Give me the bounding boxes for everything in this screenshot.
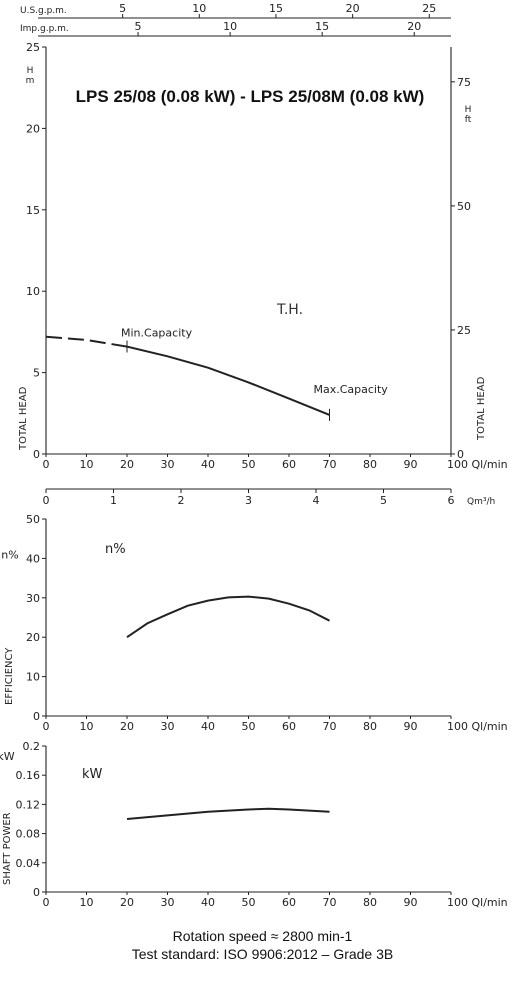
head-unit-left: H: [27, 66, 34, 76]
top-axis-tick-label-1: 15: [315, 20, 329, 33]
efficiency-x-tick-label: 0: [43, 720, 50, 733]
flow-m3h-tick-label: 6: [448, 494, 455, 507]
head-curve-solid: [126, 345, 330, 416]
flow-m3h-label: Qm³/h: [467, 497, 495, 507]
power-x-tick-label: 90: [404, 896, 418, 909]
head-right-tick-label: 25: [457, 324, 471, 337]
efficiency-curve: [126, 595, 330, 639]
test-standard-note: Test standard: ISO 9906:2012 – Grade 3B: [131, 946, 394, 962]
head-y-tick-label: 15: [26, 204, 40, 217]
efficiency-x-tick-label: 30: [161, 720, 175, 733]
power-y-tick-label: 0.16: [16, 769, 41, 782]
efficiency-x-tick-label: 50: [242, 720, 256, 733]
efficiency-curve-label: n%: [105, 542, 126, 557]
power-y-tick-label: 0.04: [16, 857, 41, 870]
efficiency-x-tick-label: 70: [323, 720, 337, 733]
flow-m3h-tick-label: 0: [43, 494, 50, 507]
power-x-tick-label: 20: [120, 896, 134, 909]
power-x-tick-label: 40: [201, 896, 215, 909]
efficiency-x-tick-label: 60: [282, 720, 296, 733]
efficiency-ylabel: EFFICIENCY: [4, 647, 15, 705]
power-x-tick-label: 100 Ql/min: [447, 896, 508, 909]
head-ylabel-right: TOTAL HEAD: [476, 376, 487, 441]
head-curve-label: T.H.: [276, 302, 303, 318]
power-x-tick-label: 80: [363, 896, 377, 909]
top-axis-label-1: Imp.g.p.m.: [20, 24, 69, 34]
head-annotation-label: Max.Capacity: [314, 383, 389, 396]
efficiency-y-tick-label: 30: [26, 592, 40, 605]
head-x-tick-label: 60: [282, 458, 296, 471]
head-x-tick-label: 80: [363, 458, 377, 471]
efficiency-x-tick-label: 10: [80, 720, 94, 733]
efficiency-x-tick-label: 80: [363, 720, 377, 733]
head-unit-right: H: [465, 105, 472, 115]
top-axis-tick-label-1: 20: [407, 20, 421, 33]
power-y-tick-label: 0: [33, 886, 40, 899]
flow-m3h-tick-label: 4: [313, 494, 320, 507]
power-x-tick-label: 30: [161, 896, 175, 909]
top-axis-tick-label-1: 10: [223, 20, 237, 33]
top-axis-tick-label-0: 20: [346, 2, 360, 15]
top-axis-tick-label-1: 5: [135, 20, 142, 33]
power-x-tick-label: 50: [242, 896, 256, 909]
efficiency-y-tick-label: 10: [26, 671, 40, 684]
head-right-tick-label: 0: [457, 448, 464, 461]
efficiency-y-tick-label: 20: [26, 631, 40, 644]
flow-m3h-tick-label: 5: [380, 494, 387, 507]
efficiency-x-tick-label: 90: [404, 720, 418, 733]
efficiency-y-tick-label: 0: [33, 710, 40, 723]
efficiency-x-tick-label: 40: [201, 720, 215, 733]
efficiency-unit: n%: [1, 548, 18, 561]
head-unit-left: m: [26, 76, 35, 86]
head-ylabel-left: TOTAL HEAD: [18, 386, 29, 451]
head-unit-right: ft: [465, 115, 472, 125]
flow-m3h-tick-label: 2: [178, 494, 185, 507]
power-unit: kW: [0, 750, 15, 763]
flow-m3h-tick-label: 3: [245, 494, 252, 507]
head-x-tick-label: 20: [120, 458, 134, 471]
chart-title: LPS 25/08 (0.08 kW) - LPS 25/08M (0.08 k…: [76, 87, 425, 106]
efficiency-x-tick-label: 100 Ql/min: [447, 720, 508, 733]
head-right-tick-label: 75: [457, 76, 471, 89]
top-axis-tick-label-0: 25: [422, 2, 436, 15]
head-y-tick-label: 0: [33, 448, 40, 461]
rotation-speed-note: Rotation speed ≈ 2800 min-1: [172, 928, 353, 944]
head-y-tick-label: 10: [26, 285, 40, 298]
head-right-tick-label: 50: [457, 200, 471, 213]
head-x-tick-label: 90: [404, 458, 418, 471]
power-y-tick-label: 0.08: [16, 828, 41, 841]
head-x-tick-label: 30: [161, 458, 175, 471]
power-ylabel: SHAFT POWER: [2, 812, 13, 885]
efficiency-x-tick-label: 20: [120, 720, 134, 733]
efficiency-y-tick-label: 50: [26, 513, 40, 526]
head-curve-dashed: [45, 335, 128, 348]
power-y-tick-label: 0.2: [23, 740, 41, 753]
top-axis-tick-label-0: 10: [192, 2, 206, 15]
head-y-tick-label: 20: [26, 122, 40, 135]
head-annotation-label: Min.Capacity: [121, 327, 193, 340]
power-x-tick-label: 60: [282, 896, 296, 909]
head-x-tick-label: 10: [80, 458, 94, 471]
top-axis-label-0: U.S.g.p.m.: [20, 6, 67, 16]
power-x-tick-label: 10: [80, 896, 94, 909]
power-y-tick-label: 0.12: [16, 798, 41, 811]
head-x-tick-label: 100 Ql/min: [447, 458, 508, 471]
power-x-tick-label: 70: [323, 896, 337, 909]
top-axis-tick-label-0: 15: [269, 2, 283, 15]
head-x-tick-label: 70: [323, 458, 337, 471]
head-x-tick-label: 40: [201, 458, 215, 471]
power-curve: [126, 807, 330, 820]
head-y-tick-label: 5: [33, 367, 40, 380]
top-axis-tick-label-0: 5: [119, 2, 126, 15]
power-x-tick-label: 0: [43, 896, 50, 909]
head-x-tick-label: 50: [242, 458, 256, 471]
head-x-tick-label: 0: [43, 458, 50, 471]
flow-m3h-tick-label: 1: [110, 494, 117, 507]
power-curve-label: kW: [82, 767, 103, 782]
head-y-tick-label: 25: [26, 41, 40, 54]
efficiency-y-tick-label: 40: [26, 552, 40, 565]
